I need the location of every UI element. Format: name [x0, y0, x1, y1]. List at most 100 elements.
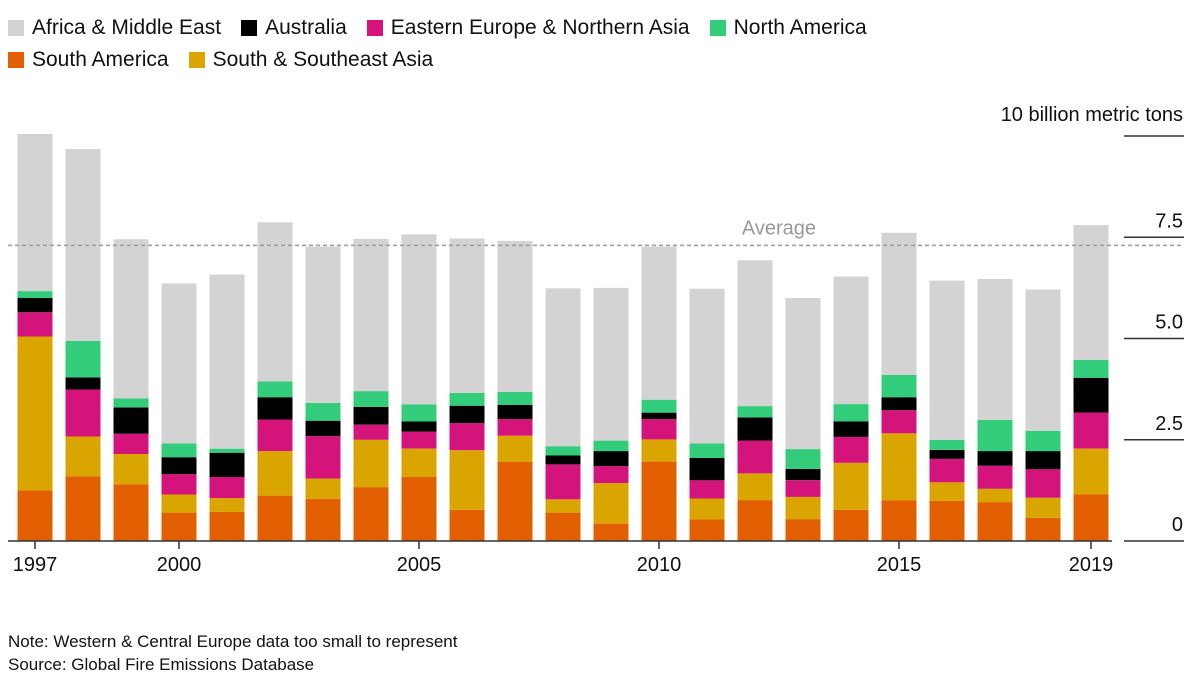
legend-swatch: [366, 20, 383, 36]
bar-australia-2018: [1025, 451, 1061, 470]
legend-swatch: [188, 52, 205, 68]
bar-south-america-2017: [977, 502, 1013, 541]
bar-south-america-1997: [17, 490, 53, 541]
bar-australia-2009: [593, 451, 629, 467]
bar-south-america-1999: [113, 484, 149, 541]
bar-africa-middle-east-2017: [977, 279, 1013, 420]
bar-australia-2012: [737, 417, 773, 441]
bar-south-america-2002: [257, 495, 293, 541]
y-tick-label: 7.5: [1155, 210, 1183, 232]
bar-south-america-2012: [737, 500, 773, 541]
bar-south-southeast-asia-2014: [833, 462, 869, 510]
bar-north-america-2013: [785, 449, 821, 469]
bar-eastern-europe-northern-asia-2005: [401, 431, 437, 449]
bar-north-america-2000: [161, 443, 197, 458]
bar-north-america-2017: [977, 419, 1013, 452]
bar-australia-2007: [497, 404, 533, 420]
average-line-group: Average: [8, 217, 1184, 247]
bar-australia-2013: [785, 468, 821, 481]
average-label: Average: [742, 217, 816, 239]
source-note: Source: Global Fire Emissions Database: [8, 655, 315, 674]
legend: Africa & Middle East Australia Eastern E…: [8, 12, 1008, 76]
bar-australia-2005: [401, 421, 437, 432]
bar-north-america-2007: [497, 392, 533, 405]
bar-africa-middle-east-2001: [209, 274, 245, 449]
bar-south-america-2005: [401, 477, 437, 541]
bar-africa-middle-east-2012: [737, 260, 773, 407]
bar-north-america-2011: [689, 443, 725, 458]
legend-swatch: [8, 20, 24, 36]
bar-south-southeast-asia-2004: [353, 439, 389, 488]
bar-eastern-europe-northern-asia-2019: [1073, 412, 1109, 449]
bar-north-america-2001: [209, 448, 245, 453]
bar-africa-middle-east-2010: [641, 246, 677, 400]
bar-australia-2017: [977, 451, 1013, 466]
bar-africa-middle-east-2002: [257, 222, 293, 382]
bar-eastern-europe-northern-asia-1997: [17, 312, 53, 337]
bar-australia-2008: [545, 455, 581, 465]
bar-south-america-2010: [641, 461, 677, 541]
legend-row-2: South America South & Southeast Asia: [8, 44, 1008, 76]
bar-australia-2010: [641, 412, 677, 420]
bar-eastern-europe-northern-asia-1999: [113, 433, 149, 454]
bar-north-america-2009: [593, 440, 629, 452]
legend-label: North America: [733, 16, 867, 39]
y-tick-label: 0: [1172, 514, 1183, 536]
bar-south-southeast-asia-2008: [545, 499, 581, 513]
legend-swatch: [709, 20, 726, 36]
legend-item-south-southeast-asia: South & Southeast Asia: [188, 48, 434, 72]
bar-eastern-europe-northern-asia-2003: [305, 436, 341, 479]
bar-eastern-europe-northern-asia-2015: [881, 410, 917, 434]
bar-south-america-1998: [65, 476, 101, 541]
y-axis: 0 2.5 5.0 7.5 10 billion metric tons: [1001, 104, 1184, 542]
bar-south-america-2007: [497, 462, 533, 541]
bar-africa-middle-east-2018: [1025, 289, 1061, 431]
bar-north-america-2014: [833, 404, 869, 422]
bar-australia-1999: [113, 407, 149, 434]
bar-north-america-2006: [449, 392, 485, 406]
bar-australia-1997: [17, 298, 53, 313]
bar-africa-middle-east-2006: [449, 238, 485, 393]
bar-australia-2006: [449, 405, 485, 424]
bar-africa-middle-east-1999: [113, 239, 149, 399]
legend-item-africa-middle-east: Africa & Middle East: [8, 16, 221, 40]
bar-north-america-2008: [545, 446, 581, 456]
bar-africa-middle-east-2019: [1073, 225, 1109, 360]
bar-south-southeast-asia-2018: [1025, 497, 1061, 518]
bar-south-southeast-asia-2013: [785, 496, 821, 520]
bar-africa-middle-east-2014: [833, 276, 869, 405]
bar-africa-middle-east-2013: [785, 298, 821, 450]
bar-africa-middle-east-2003: [305, 246, 341, 403]
bar-australia-2016: [929, 449, 965, 459]
bar-eastern-europe-northern-asia-2014: [833, 436, 869, 463]
bar-north-america-1998: [65, 340, 101, 378]
legend-item-australia: Australia: [241, 16, 347, 40]
bar-africa-middle-east-2007: [497, 240, 533, 392]
bar-eastern-europe-northern-asia-2006: [449, 423, 485, 451]
bar-australia-2001: [209, 452, 245, 477]
legend-item-eastern-europe-northern-asia: Eastern Europe & Northern Asia: [366, 16, 690, 40]
legend-label: Australia: [265, 16, 347, 39]
bars-group: [17, 134, 1109, 541]
bar-eastern-europe-northern-asia-2016: [929, 458, 965, 483]
x-tick-label-2015: 2015: [877, 554, 922, 576]
bar-south-southeast-asia-2012: [737, 473, 773, 501]
legend-swatch: [8, 52, 24, 68]
x-tick-label-2019: 2019: [1069, 554, 1114, 576]
bar-south-southeast-asia-2015: [881, 433, 917, 501]
bar-south-southeast-asia-2011: [689, 498, 725, 520]
bar-south-southeast-asia-2001: [209, 498, 245, 512]
bar-eastern-europe-northern-asia-2000: [161, 474, 197, 495]
bar-north-america-2002: [257, 381, 293, 398]
bar-australia-2019: [1073, 377, 1109, 413]
legend-label: Africa & Middle East: [32, 16, 222, 39]
legend-label: South & Southeast Asia: [212, 48, 434, 71]
bar-north-america-2016: [929, 439, 965, 450]
bar-north-america-1997: [17, 291, 53, 298]
bar-eastern-europe-northern-asia-2012: [737, 440, 773, 474]
y-unit-label: 10 billion metric tons: [1001, 104, 1183, 126]
bar-south-america-2008: [545, 512, 581, 541]
bar-north-america-2015: [881, 375, 917, 398]
bar-africa-middle-east-2015: [881, 232, 917, 375]
x-tick-label-2010: 2010: [637, 554, 682, 576]
